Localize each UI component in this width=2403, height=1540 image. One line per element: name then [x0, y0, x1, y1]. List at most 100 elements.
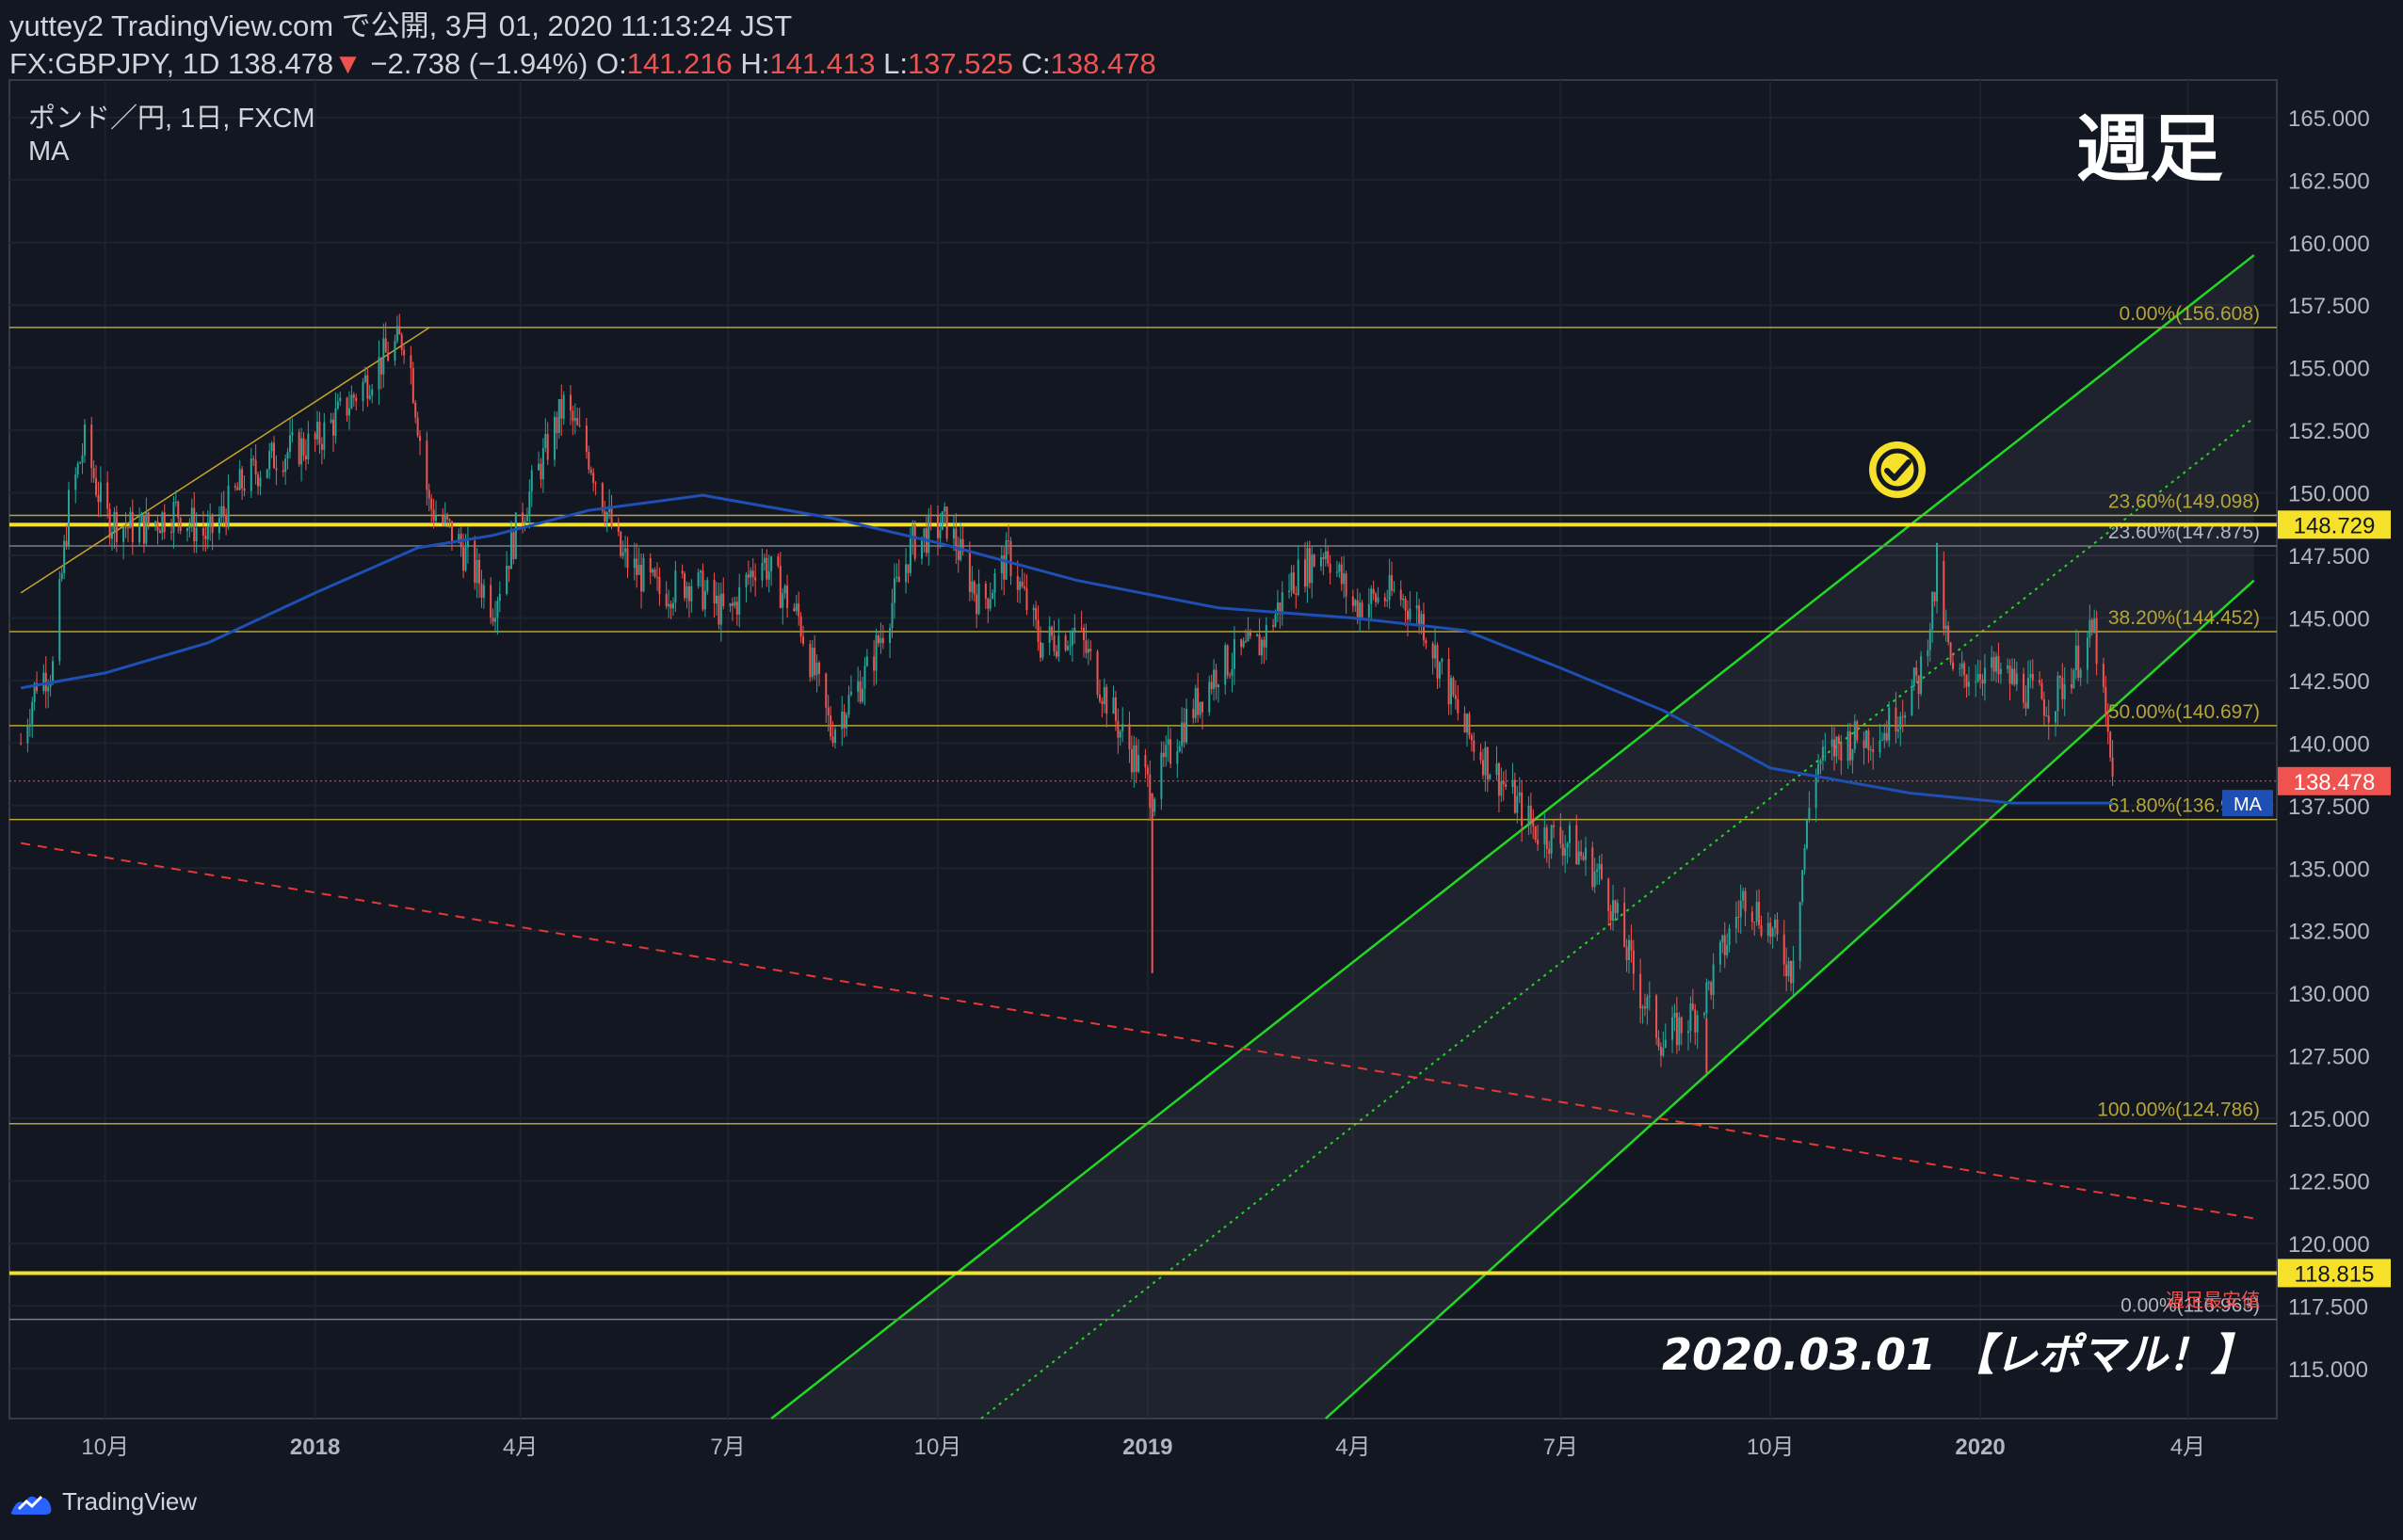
candle-body	[1707, 982, 1710, 984]
candle-body	[1623, 903, 1626, 947]
candle-body	[907, 564, 910, 573]
candle-body	[318, 421, 321, 444]
price-tick-label: 125.000	[2288, 1107, 2370, 1132]
candle-body	[1415, 605, 1418, 609]
candle-body	[1083, 627, 1086, 641]
candle-body	[275, 468, 278, 471]
candle-body	[113, 511, 116, 533]
candle-body	[929, 514, 932, 517]
time-axis[interactable]: 10月 2018 4月 7月 10月 2019 4月 7月 10月 2020 4月	[81, 1435, 2205, 1460]
candle-body	[715, 595, 718, 604]
candle-body	[188, 524, 191, 528]
candle-body	[1071, 631, 1073, 646]
candle-body	[719, 593, 722, 625]
ma-badge: MA	[2234, 794, 2263, 815]
candle-body	[1343, 573, 1346, 585]
time-tick-label: 10月	[1747, 1435, 1795, 1460]
candle-body	[1782, 934, 1785, 965]
candle-body	[992, 592, 994, 600]
candle-body	[58, 578, 61, 662]
candle-body	[766, 557, 768, 580]
candle-body	[1409, 608, 1411, 620]
price-axis[interactable]: 165.000 162.500 160.000 157.500 155.000 152.5…	[2288, 106, 2370, 1383]
candle-body	[131, 511, 134, 543]
candle-body	[1340, 564, 1343, 585]
candle-body	[147, 512, 150, 525]
candle-body	[1024, 586, 1026, 588]
candle-body	[750, 570, 752, 578]
candle-body	[410, 355, 412, 368]
candle-body	[941, 511, 943, 530]
candle-body	[1577, 851, 1580, 865]
candle-body	[1226, 645, 1229, 676]
candle-body	[382, 338, 385, 375]
candle-body	[138, 522, 141, 543]
candle-body	[1463, 713, 1466, 733]
candle-body	[1853, 721, 1856, 749]
candle-body	[541, 448, 544, 480]
candle-body	[1176, 751, 1179, 764]
candle-body	[1532, 822, 1535, 826]
candle-body	[585, 425, 588, 453]
candle-body	[1292, 572, 1295, 594]
candle-body	[1009, 540, 1012, 576]
candle-body	[1450, 678, 1453, 705]
candle-body	[1750, 911, 1753, 922]
fib-level-label: 50.00%(140.697)	[2108, 701, 2260, 723]
candle-body	[1319, 556, 1322, 567]
candle-body	[83, 425, 86, 456]
time-tick-label: 4月	[2170, 1435, 2205, 1460]
candle-body	[1630, 939, 1633, 951]
candle-body	[735, 602, 738, 615]
candle-body	[1260, 639, 1263, 656]
candle-body	[1983, 667, 1986, 684]
tradingview-brand[interactable]: TradingView	[62, 1487, 198, 1516]
candle-body	[2024, 702, 2027, 709]
candle-body	[1213, 669, 1216, 690]
candle-body	[158, 530, 161, 534]
candle-body	[572, 410, 574, 422]
candle-body	[108, 508, 111, 539]
candle-body	[1217, 684, 1219, 688]
candle-body	[1080, 627, 1083, 629]
candle-body	[2090, 619, 2093, 633]
candle-body	[1025, 587, 1028, 611]
candle-body	[674, 570, 677, 603]
candle-body	[1361, 602, 1363, 618]
candle-body	[1452, 678, 1455, 696]
candle-body	[286, 452, 289, 459]
candle-body	[560, 398, 563, 419]
candle-body	[1960, 663, 1963, 668]
price-tick-label: 162.500	[2288, 168, 2370, 194]
candle-body	[1641, 1006, 1644, 1009]
candle-body	[802, 636, 805, 644]
candle-body	[621, 552, 624, 556]
candle-body	[1673, 1012, 1676, 1018]
candle-body	[478, 559, 481, 585]
candle-body	[1979, 673, 1982, 680]
candle-body	[859, 681, 862, 702]
candle-body	[633, 558, 636, 569]
candle-body	[225, 515, 228, 527]
candle-body	[731, 602, 734, 606]
candle-body	[1792, 960, 1795, 984]
horizontal-level-badge-bg	[2278, 1259, 2391, 1288]
candle-body	[1728, 928, 1731, 946]
tradingview-logo-icon[interactable]	[9, 1488, 53, 1516]
candle-body	[411, 367, 414, 403]
time-tick-label: 2018	[290, 1435, 340, 1460]
change-arrow-icon: ▼	[333, 47, 363, 80]
candle-body	[1304, 559, 1306, 587]
candle-body	[448, 519, 451, 521]
candle-body	[1840, 744, 1843, 762]
candle-body	[1021, 581, 1024, 587]
candle-body	[617, 526, 620, 532]
candle-body	[1872, 749, 1875, 753]
candle-body	[1632, 950, 1635, 974]
candle-body	[33, 682, 36, 702]
close-label: C:	[1021, 47, 1051, 80]
candle-body	[250, 458, 252, 491]
candle-body	[1201, 701, 1203, 713]
candle-body	[362, 381, 364, 402]
